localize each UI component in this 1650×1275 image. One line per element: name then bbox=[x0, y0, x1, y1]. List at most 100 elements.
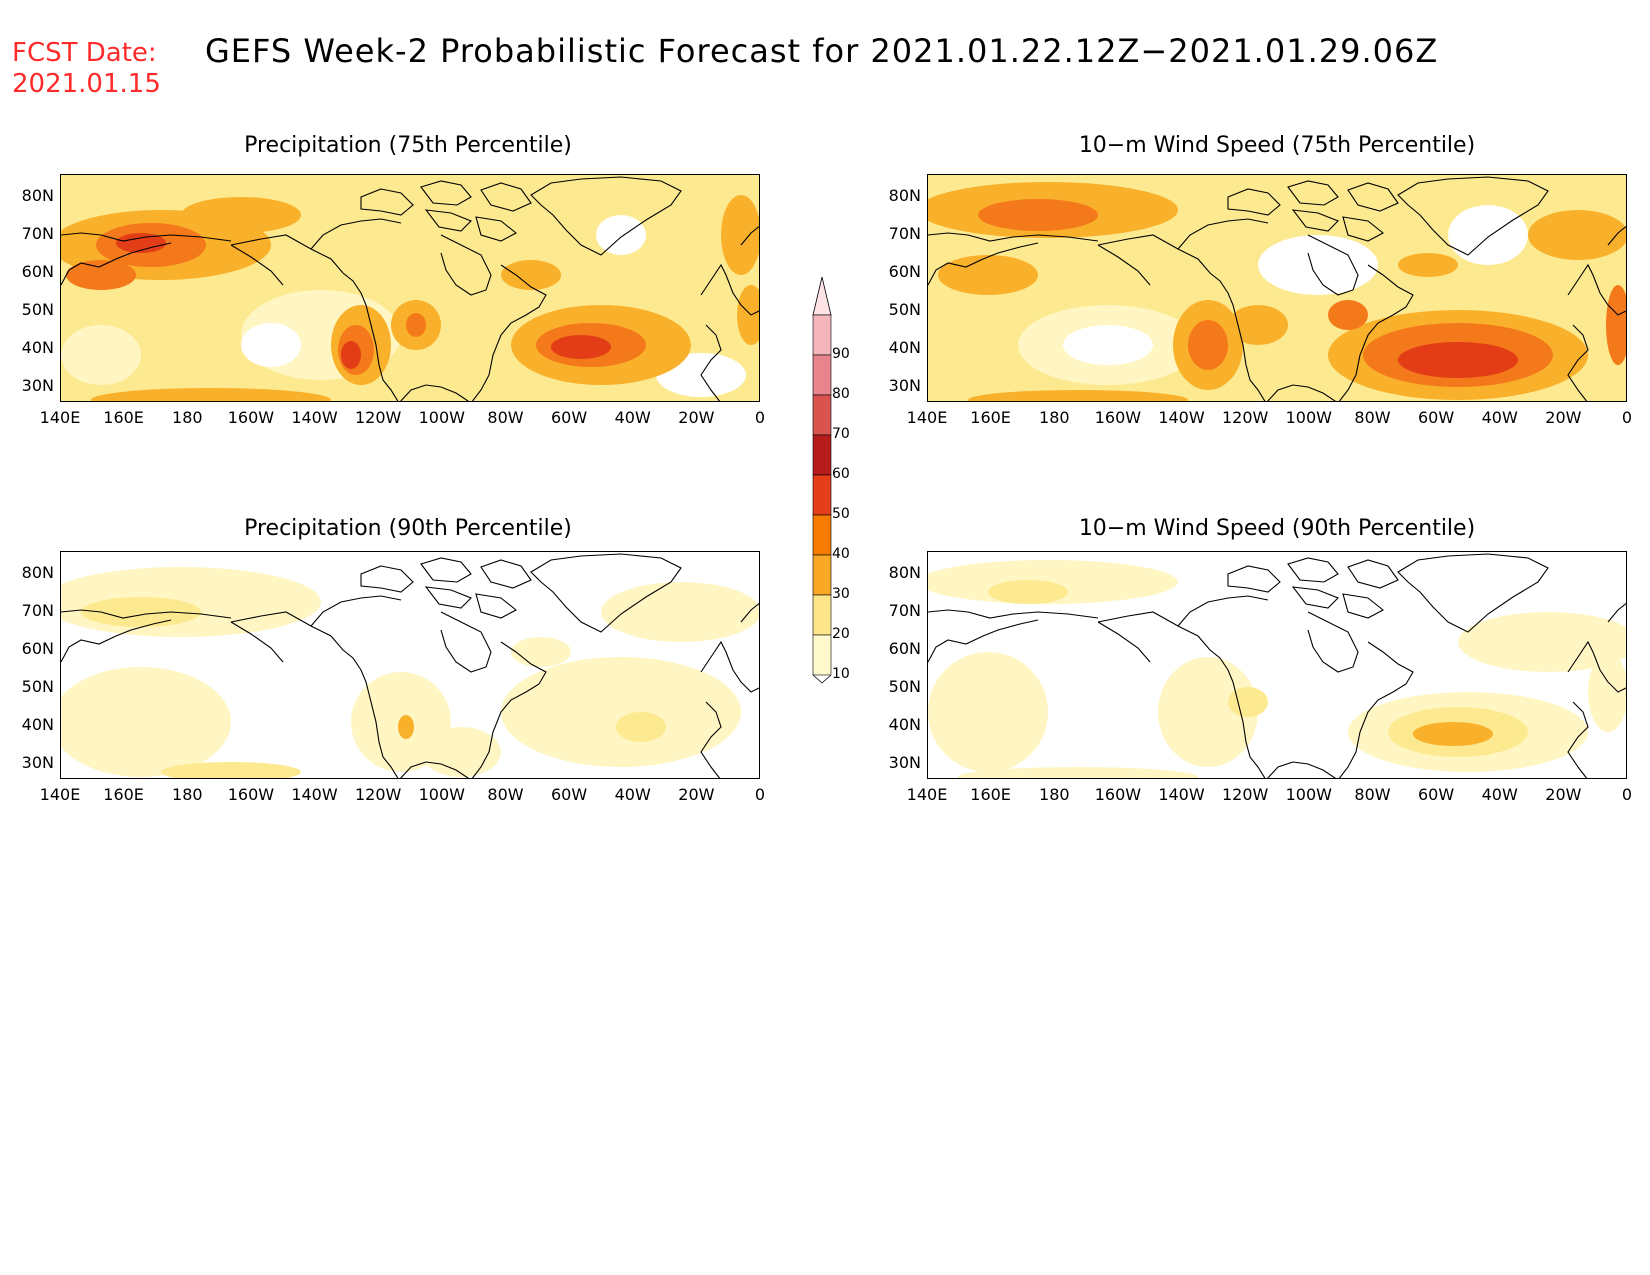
field-blob bbox=[81, 597, 201, 627]
lon-tick-label: 40W bbox=[1481, 785, 1518, 804]
coastline bbox=[1338, 641, 1414, 778]
field-blob bbox=[116, 233, 166, 253]
lon-tick-label: 0 bbox=[754, 408, 766, 427]
coastline bbox=[928, 232, 1099, 242]
field-blob bbox=[978, 199, 1098, 231]
lon-tick-label: 160W bbox=[227, 785, 275, 804]
lon-tick-label: 20W bbox=[1545, 408, 1582, 427]
coastline bbox=[700, 324, 722, 401]
coastline bbox=[61, 619, 172, 663]
coastline bbox=[230, 234, 399, 401]
lat-tick-label: 60N bbox=[888, 639, 921, 658]
coastline bbox=[230, 611, 399, 778]
lon-tick-label: 60W bbox=[551, 408, 588, 427]
colorbar-swatch bbox=[812, 514, 832, 556]
lon-tick-label: 160W bbox=[1094, 785, 1142, 804]
colorbar-swatch bbox=[812, 634, 832, 676]
coastline bbox=[475, 216, 517, 242]
coastline bbox=[230, 244, 284, 286]
colorbar-level-label: 10 bbox=[832, 666, 850, 682]
lon-tick-label: 140W bbox=[291, 785, 338, 804]
lon-tick-label: 0 bbox=[1621, 785, 1633, 804]
map-field-svg bbox=[928, 175, 1626, 401]
lon-tick-label: 20W bbox=[678, 785, 715, 804]
lon-tick-label: 100W bbox=[418, 408, 465, 427]
lon-tick-label: 80W bbox=[487, 785, 524, 804]
lat-tick-label: 40N bbox=[21, 715, 54, 734]
coastline bbox=[700, 263, 759, 316]
lon-tick-label: 180 bbox=[1039, 785, 1070, 804]
lon-tick-label: 160E bbox=[103, 785, 144, 804]
lon-tick-label: 180 bbox=[1039, 408, 1070, 427]
coastline bbox=[471, 641, 547, 778]
lon-tick-label: 140W bbox=[1158, 785, 1205, 804]
field-blob bbox=[737, 285, 759, 345]
coastline bbox=[1267, 761, 1336, 778]
colorbar-level-label: 90 bbox=[832, 346, 850, 362]
map-wind-75 bbox=[927, 174, 1627, 402]
lon-tick-label: 160W bbox=[227, 408, 275, 427]
field-blob bbox=[511, 637, 571, 667]
coastline bbox=[1607, 602, 1626, 623]
field-blob bbox=[398, 715, 414, 739]
forecast-date-label: FCST Date: bbox=[12, 38, 157, 68]
field-blob bbox=[181, 197, 301, 233]
coastline bbox=[740, 602, 759, 623]
lat-tick-label: 40N bbox=[888, 338, 921, 357]
coastline bbox=[928, 609, 1099, 619]
colorbar bbox=[812, 276, 832, 684]
coastline bbox=[310, 218, 402, 250]
coastline bbox=[424, 586, 472, 609]
lat-tick-label: 40N bbox=[21, 338, 54, 357]
lon-tick-label: 60W bbox=[1418, 785, 1455, 804]
field-blob bbox=[721, 195, 759, 275]
coastline bbox=[480, 559, 532, 589]
lon-tick-label: 80W bbox=[1354, 408, 1391, 427]
lon-tick-label: 160E bbox=[970, 785, 1011, 804]
colorbar-swatch bbox=[812, 474, 832, 516]
lon-tick-label: 0 bbox=[1621, 408, 1633, 427]
coastline bbox=[424, 209, 472, 232]
coastline bbox=[310, 595, 402, 627]
lon-tick-label: 40W bbox=[1481, 408, 1518, 427]
lon-tick-label: 140W bbox=[291, 408, 338, 427]
colorbar-level-label: 70 bbox=[832, 426, 850, 442]
coastline bbox=[1227, 188, 1281, 216]
field-blob bbox=[1398, 342, 1518, 378]
colorbar-top-triangle bbox=[812, 276, 832, 316]
field-blob bbox=[91, 388, 331, 401]
coastline bbox=[1291, 586, 1339, 609]
lat-tick-label: 30N bbox=[888, 753, 921, 772]
coastline bbox=[1307, 611, 1359, 673]
coastline bbox=[928, 619, 1039, 663]
coastline bbox=[1097, 621, 1151, 663]
colorbar-swatch bbox=[812, 554, 832, 596]
lon-tick-label: 140E bbox=[906, 785, 948, 804]
lat-tick-label: 70N bbox=[888, 224, 921, 243]
coastline bbox=[530, 176, 682, 256]
lat-tick-label: 80N bbox=[888, 186, 921, 205]
coastline bbox=[61, 609, 232, 619]
lat-tick-label: 70N bbox=[21, 224, 54, 243]
panel-title-precip-90: Precipitation (90th Percentile) bbox=[244, 516, 572, 541]
lon-tick-label: 120W bbox=[1222, 408, 1269, 427]
coastline bbox=[1567, 263, 1626, 316]
field-blob bbox=[596, 215, 646, 255]
coastline bbox=[1567, 640, 1626, 693]
coastline bbox=[928, 242, 1039, 286]
lon-tick-label: 160W bbox=[1094, 408, 1142, 427]
panel-title-wind-75: 10−m Wind Speed (75th Percentile) bbox=[1078, 133, 1476, 158]
lon-tick-label: 80W bbox=[1354, 785, 1391, 804]
map-wind-90 bbox=[927, 551, 1627, 779]
field-blob bbox=[551, 335, 611, 359]
map-field-svg bbox=[61, 552, 759, 778]
field-blob bbox=[1448, 205, 1528, 265]
field-blob bbox=[958, 767, 1198, 778]
field-blob bbox=[1228, 687, 1268, 717]
colorbar-level-label: 60 bbox=[832, 466, 850, 482]
coastline bbox=[1607, 225, 1626, 246]
coastline bbox=[700, 640, 759, 693]
lat-tick-label: 80N bbox=[21, 186, 54, 205]
map-precip-90 bbox=[60, 551, 760, 779]
coastline bbox=[1097, 611, 1266, 778]
